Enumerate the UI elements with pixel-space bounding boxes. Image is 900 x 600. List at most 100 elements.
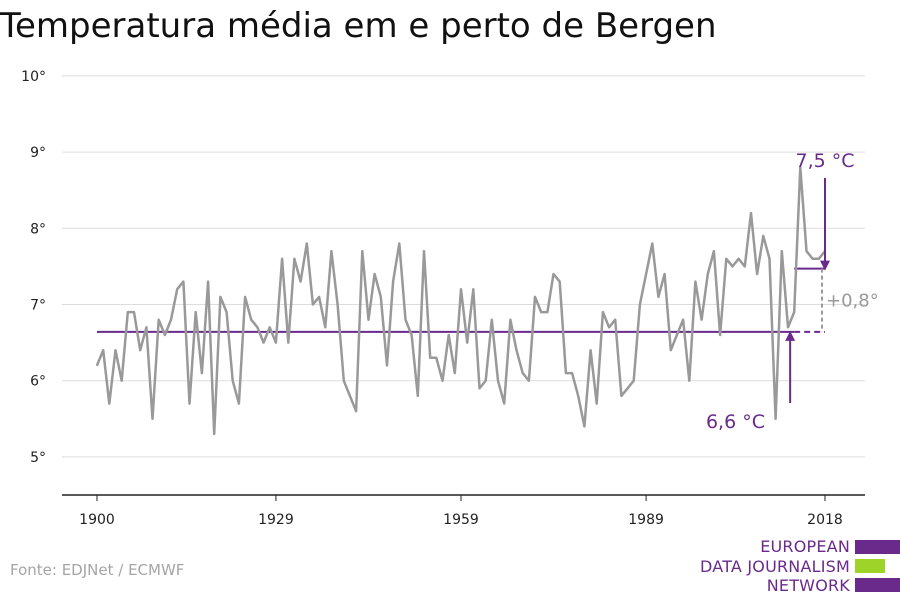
data-point — [811, 257, 814, 260]
annotation-difference: +0,8° — [826, 291, 879, 312]
logo-bar-green — [855, 559, 885, 573]
data-point — [626, 387, 629, 390]
data-point — [281, 257, 283, 260]
data-point — [108, 402, 111, 405]
data-point — [478, 387, 481, 390]
x-tick-label: 1989 — [628, 512, 664, 528]
data-point — [558, 280, 561, 283]
logo-bar-purple-bottom — [855, 578, 900, 592]
data-point — [694, 280, 697, 283]
data-point — [565, 372, 567, 374]
data-point — [324, 326, 327, 329]
data-point — [768, 257, 771, 260]
x-tick-label: 1959 — [443, 512, 479, 528]
data-point — [355, 410, 357, 412]
edjnet-logo: EUROPEAN DATA JOURNALISM NETWORK — [700, 538, 900, 598]
data-point — [336, 303, 339, 306]
data-point — [706, 273, 709, 275]
data-point — [454, 372, 456, 374]
data-point — [632, 379, 635, 382]
data-point — [127, 311, 129, 313]
data-point — [330, 250, 333, 252]
y-tick-label: 10° — [21, 69, 46, 85]
data-point — [750, 212, 752, 214]
data-point — [497, 379, 499, 382]
data-point — [608, 326, 610, 329]
chart-title: Temperatura média em e perto de Bergen — [0, 6, 717, 46]
y-tick-label: 5° — [30, 450, 46, 466]
data-point — [583, 425, 586, 428]
data-point — [342, 379, 345, 382]
data-point — [429, 357, 431, 359]
data-point — [287, 341, 290, 344]
data-point — [157, 318, 160, 321]
data-point — [528, 379, 530, 382]
data-point — [219, 296, 222, 298]
temperature-line — [95, 166, 826, 436]
data-point — [151, 417, 154, 420]
data-point — [188, 402, 191, 405]
data-point — [305, 242, 308, 245]
data-point — [114, 349, 117, 352]
data-point — [182, 280, 185, 283]
annotations: 7,5 °C 6,6 °C +0,8° — [706, 150, 879, 433]
data-point — [620, 395, 623, 397]
data-point — [534, 296, 536, 298]
data-point — [731, 265, 734, 268]
data-point — [713, 250, 715, 252]
data-point — [484, 379, 487, 382]
logo-line-2: DATA JOURNALISM — [700, 557, 850, 576]
data-point — [651, 242, 654, 245]
data-point — [417, 395, 419, 397]
data-point — [793, 311, 795, 313]
data-point — [571, 372, 573, 374]
data-point — [145, 326, 148, 329]
data-point — [657, 296, 660, 298]
data-point — [688, 379, 691, 382]
data-point — [410, 334, 413, 336]
data-point — [805, 250, 808, 252]
data-point — [299, 280, 302, 283]
data-point — [546, 311, 549, 313]
data-point — [231, 379, 234, 382]
data-point — [818, 257, 820, 260]
data-point — [719, 334, 721, 336]
logo-line-1: EUROPEAN — [760, 537, 850, 556]
data-point — [96, 364, 98, 367]
x-tick-label: 1900 — [79, 512, 115, 528]
data-point — [164, 334, 166, 336]
logo-bar-purple-top — [855, 540, 900, 554]
data-point — [774, 417, 777, 420]
y-tick-label: 9° — [30, 145, 46, 161]
data-point — [472, 288, 475, 291]
data-point — [682, 318, 684, 321]
data-point — [225, 311, 228, 313]
data-point — [663, 273, 666, 275]
data-point — [312, 303, 314, 306]
data-point — [595, 402, 598, 405]
data-point — [318, 296, 320, 298]
data-point — [250, 318, 253, 321]
data-point — [102, 349, 104, 352]
data-point — [781, 250, 783, 252]
series — [95, 166, 826, 436]
data-point — [133, 311, 135, 313]
data-point — [423, 250, 425, 252]
data-point — [398, 242, 401, 245]
data-point — [509, 318, 512, 321]
data-point — [515, 349, 518, 352]
data-point — [244, 296, 246, 298]
data-point — [602, 311, 604, 313]
data-point — [379, 296, 382, 298]
data-point — [700, 318, 703, 321]
x-tick-label: 2018 — [807, 512, 843, 528]
data-point — [176, 288, 179, 291]
y-axis: 5° 6° 7° 8° 9° 10° — [21, 69, 46, 466]
data-point — [194, 311, 197, 313]
data-point — [373, 273, 376, 275]
data-point — [441, 379, 444, 382]
data-point — [404, 318, 407, 321]
data-point — [256, 326, 259, 329]
data-point — [349, 395, 351, 397]
data-point — [238, 402, 240, 405]
